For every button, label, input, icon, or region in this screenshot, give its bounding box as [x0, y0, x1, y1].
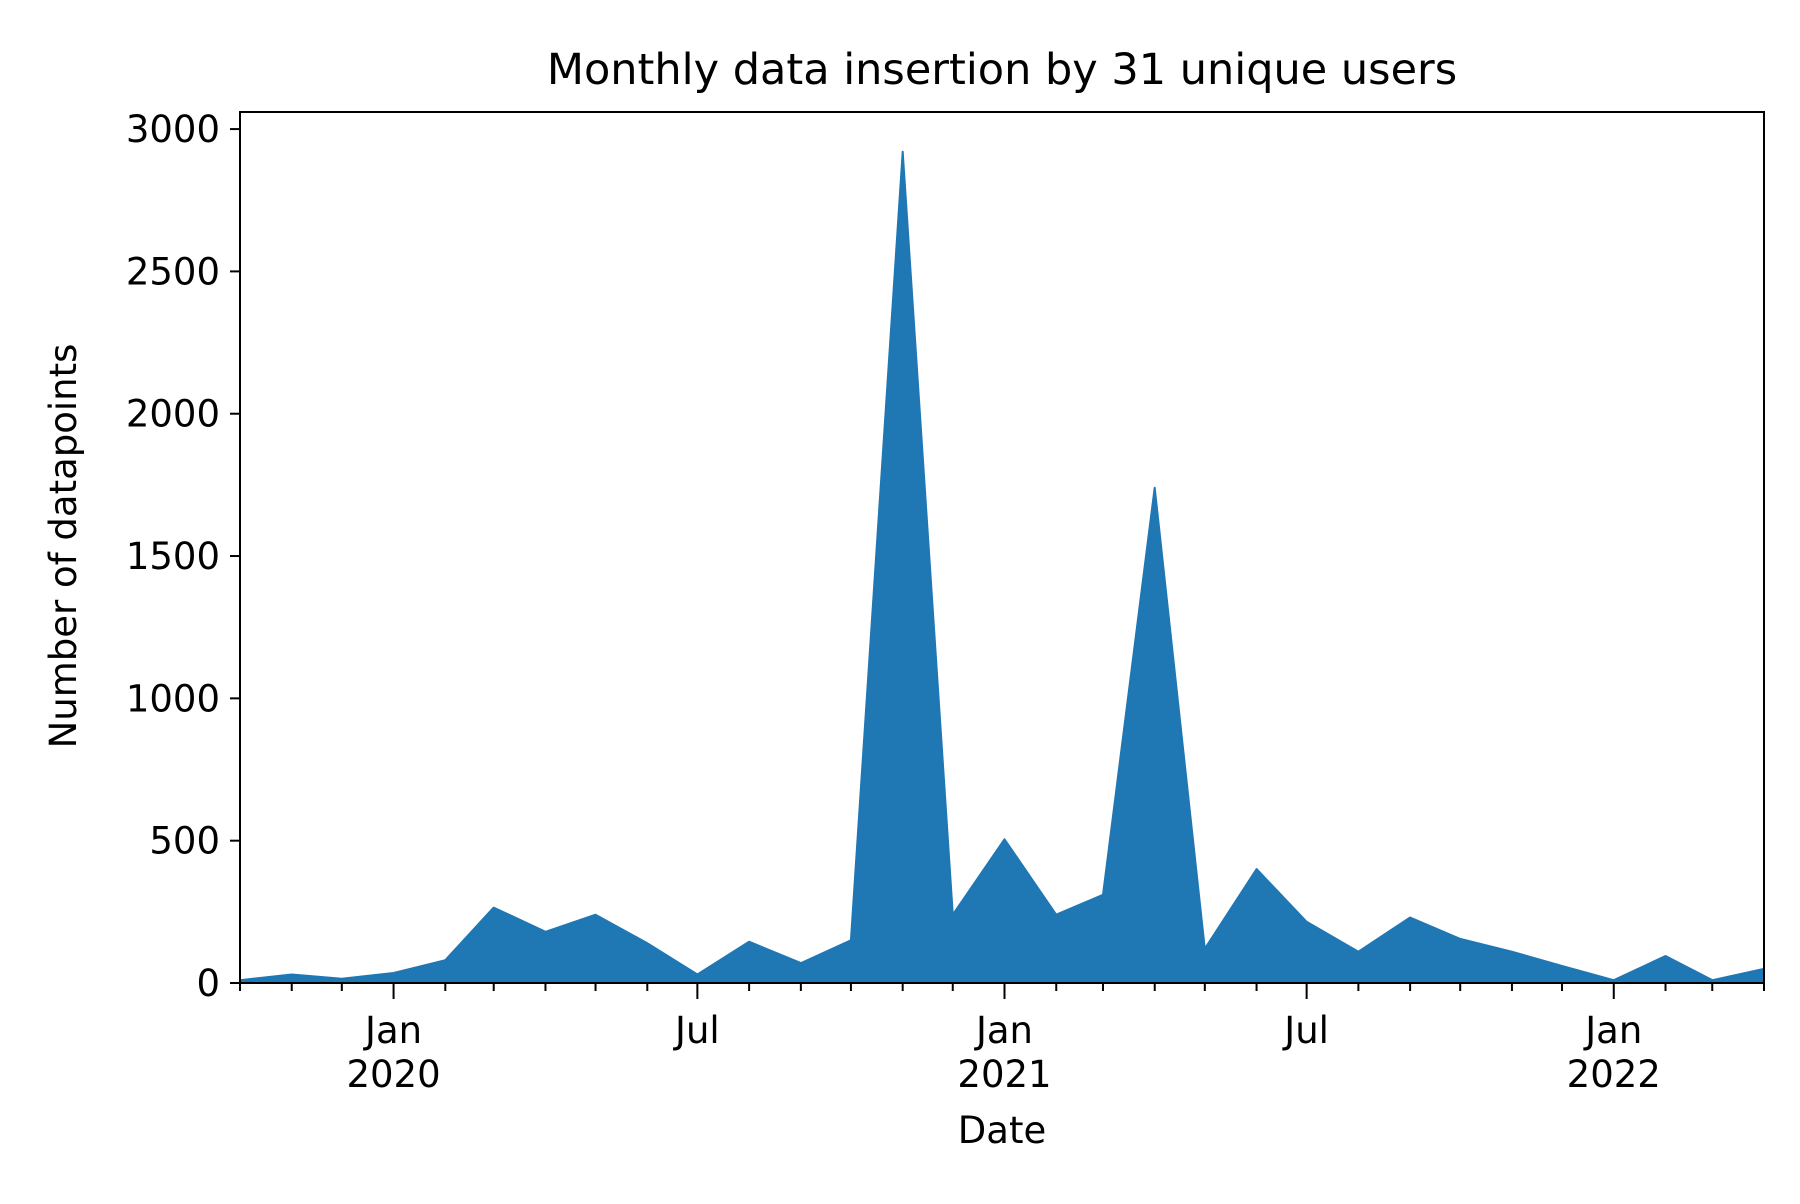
data-point	[1408, 916, 1412, 920]
y-axis-label: Number of datapoints	[42, 344, 85, 749]
data-point	[1664, 954, 1668, 958]
data-point	[695, 973, 699, 977]
x-tick-year-label: 2022	[1567, 1053, 1661, 1096]
data-point	[1458, 937, 1462, 941]
data-point	[901, 150, 905, 154]
data-point	[1255, 867, 1259, 871]
chart-title: Monthly data insertion by 31 unique user…	[547, 45, 1457, 95]
data-point	[645, 941, 649, 945]
data-point	[1710, 978, 1714, 982]
data-point	[1305, 920, 1309, 924]
data-point	[443, 958, 447, 962]
data-point	[1054, 913, 1058, 917]
x-tick-label: Jul	[1282, 1009, 1329, 1052]
data-point	[544, 930, 548, 934]
data-point	[799, 961, 803, 965]
data-point	[1101, 893, 1105, 897]
x-tick-year-label: 2021	[957, 1053, 1051, 1096]
data-point	[1356, 950, 1360, 954]
y-tick-label: 1000	[126, 677, 220, 720]
data-point	[1612, 978, 1616, 982]
data-point	[392, 971, 396, 975]
data-point	[1203, 947, 1207, 951]
data-point	[1560, 964, 1564, 968]
data-point	[492, 906, 496, 910]
x-axis-label: Date	[958, 1109, 1046, 1152]
data-point	[951, 913, 955, 917]
data-point	[594, 913, 598, 917]
y-tick-label: 2500	[126, 250, 220, 293]
x-tick-label: Jan	[974, 1009, 1033, 1052]
area-series-1	[239, 150, 1765, 984]
y-tick-label: 0	[196, 962, 220, 1005]
data-point	[849, 938, 853, 942]
axes-frame	[239, 111, 1765, 984]
x-tick-label: Jan	[363, 1009, 422, 1052]
x-tick-label: Jan	[1583, 1009, 1642, 1052]
data-point	[1003, 837, 1007, 841]
y-tick-label: 2000	[126, 393, 220, 436]
data-point	[1153, 486, 1157, 490]
y-tick-label: 500	[149, 820, 220, 863]
data-point	[1510, 950, 1514, 954]
y-tick-label: 3000	[126, 108, 220, 151]
data-point	[747, 940, 751, 944]
x-tick-label: Jul	[673, 1009, 720, 1052]
data-point	[290, 973, 294, 977]
x-tick-year-label: 2020	[346, 1053, 440, 1096]
data-point	[340, 977, 344, 981]
y-tick-label: 1500	[126, 535, 220, 578]
